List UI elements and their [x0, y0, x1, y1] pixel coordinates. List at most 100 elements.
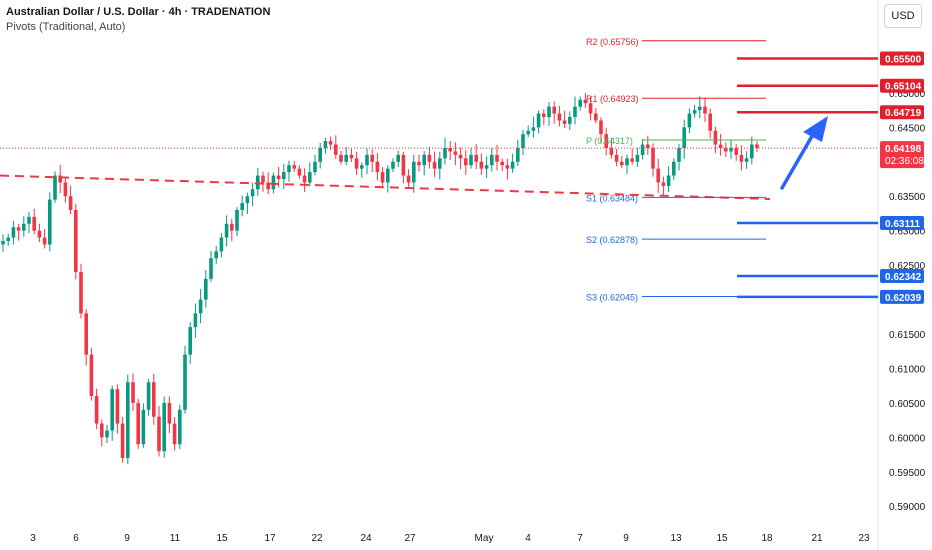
candle-body — [692, 110, 697, 114]
candle-body — [547, 106, 551, 117]
x-tick-label: 18 — [761, 533, 773, 544]
candle-body — [58, 175, 62, 183]
candle-body — [490, 154, 494, 166]
candle-body — [157, 416, 161, 452]
candle-body — [287, 165, 291, 173]
candle-body — [505, 165, 510, 169]
candle-body — [323, 141, 328, 148]
candle-body — [718, 144, 723, 148]
candle-body — [152, 382, 156, 417]
support-level-tag-label: 0.63111 — [885, 219, 920, 230]
trendline — [0, 174, 771, 200]
candle-body — [354, 158, 359, 169]
pivot-label-s2: S2 (0.62878) — [586, 235, 638, 245]
candle-body — [583, 99, 588, 104]
candle-body — [500, 161, 504, 166]
candle-body — [495, 154, 499, 162]
candle-body — [360, 165, 364, 169]
candle-body — [178, 409, 182, 445]
y-tick-label: 0.62500 — [889, 261, 926, 272]
y-tick-label: 0.60500 — [889, 399, 926, 410]
x-tick-label: 7 — [577, 533, 583, 544]
candle-body — [230, 223, 234, 231]
candle-body — [380, 172, 385, 183]
candle-body — [146, 382, 151, 410]
candle-body — [42, 237, 47, 245]
candle-body — [755, 144, 759, 148]
resistance-level-tag — [880, 78, 924, 93]
candle-body — [100, 423, 104, 438]
candle-body — [588, 103, 593, 114]
candle-body — [53, 175, 57, 200]
candle-body — [282, 172, 286, 179]
candle-body — [386, 168, 390, 183]
candle-body — [37, 230, 42, 238]
indicator-label[interactable]: Pivots (Traditional, Auto) — [6, 21, 126, 33]
candle-body — [510, 161, 515, 169]
candle-body — [630, 158, 634, 162]
candle-body — [479, 161, 484, 169]
candle-body — [1, 241, 5, 245]
candle-body — [739, 154, 744, 162]
candle-body — [204, 278, 208, 300]
last-price-label: 0.64198 — [885, 144, 922, 155]
candle-body — [729, 148, 733, 152]
candle-body — [131, 382, 135, 403]
candle-body — [672, 161, 676, 176]
candle-body — [183, 354, 187, 410]
candle-body — [734, 148, 738, 155]
candle-body — [677, 148, 681, 162]
pivot-label-r2: R2 (0.65756) — [586, 37, 639, 47]
candle-body — [167, 402, 172, 424]
candle-body — [448, 148, 452, 152]
y-tick-label: 0.65000 — [889, 89, 926, 100]
pivot-label-s3: S3 (0.62045) — [586, 292, 638, 302]
y-tick-label: 0.60000 — [889, 433, 926, 444]
candle-body — [365, 154, 369, 166]
x-tick-label: 23 — [858, 533, 870, 544]
x-tick-label: 9 — [124, 533, 130, 544]
candle-body — [271, 175, 276, 190]
candle-body — [63, 182, 68, 197]
candle-body — [188, 327, 192, 355]
candle-body — [422, 154, 426, 166]
candle-body — [370, 154, 374, 162]
resistance-level-tag-label: 0.64719 — [885, 108, 922, 119]
candle-body — [568, 117, 572, 124]
candle-body — [656, 168, 660, 183]
candle-body — [214, 251, 218, 259]
x-tick-label: May — [475, 533, 494, 544]
y-tick-label: 0.59000 — [889, 502, 926, 513]
x-tick-label: 27 — [404, 533, 416, 544]
candle-body — [474, 154, 478, 162]
candle-body — [261, 175, 265, 183]
candle-body — [328, 141, 333, 145]
candle-body — [308, 172, 312, 183]
forecast-arrow-shaft — [780, 129, 817, 190]
candle-body — [48, 199, 52, 245]
candle-body — [744, 158, 749, 162]
y-tick-label: 0.61500 — [889, 330, 926, 341]
y-tick-label: 0.59500 — [889, 468, 926, 479]
last-price-tag — [880, 141, 924, 169]
candle-body — [16, 227, 21, 231]
support-level-tag — [880, 289, 924, 304]
x-tick-label: 15 — [716, 533, 728, 544]
resistance-level-tag — [880, 105, 924, 120]
support-level-tag-label: 0.62039 — [885, 293, 922, 304]
candle-body — [594, 113, 598, 121]
candle-body — [625, 158, 629, 166]
candle-body — [406, 175, 411, 183]
support-level-tag-label: 0.62342 — [885, 272, 922, 283]
candle-body — [599, 120, 603, 135]
candle-body — [516, 148, 520, 162]
candle-body — [115, 389, 120, 424]
currency-button[interactable]: USD — [884, 4, 922, 28]
candle-body — [22, 223, 26, 231]
candle-body — [724, 148, 728, 152]
x-tick-label: 15 — [216, 533, 228, 544]
candle-body — [391, 161, 395, 169]
candle-body — [349, 154, 354, 159]
candle-body — [401, 154, 406, 176]
